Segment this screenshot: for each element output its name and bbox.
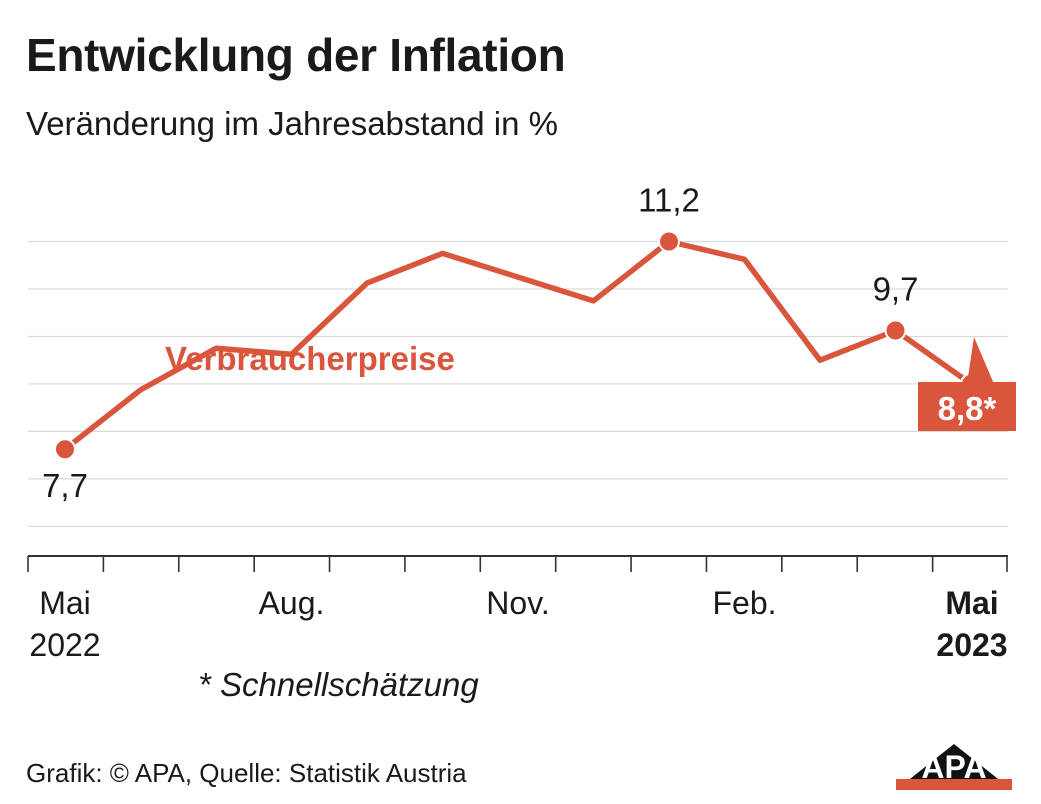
- data-label-11: 9,7: [873, 271, 919, 308]
- series-verbraucherpreise: Verbraucherpreise: [62, 238, 974, 452]
- x-tick-label-2: Nov.: [486, 585, 549, 621]
- x-axis: Mai 2022 Aug. Nov. Feb. Mai 2023: [27, 555, 1008, 663]
- point-marker-8: [658, 230, 680, 253]
- callout-pointer: [967, 337, 994, 384]
- data-label-0: 7,7: [42, 467, 88, 504]
- series-line: [62, 238, 974, 452]
- data-label-12: 8,8*: [938, 390, 997, 427]
- apa-logo: APA: [896, 740, 1012, 790]
- x-tick-label-3: Feb.: [712, 585, 776, 621]
- line-chart: Mai 2022 Aug. Nov. Feb. Mai 2023 Verbraucherpr…: [27, 182, 1016, 663]
- footnote: * Schnellschätzung: [198, 666, 479, 703]
- x-tick-label-1: Aug.: [259, 585, 325, 621]
- chart-title: Entwicklung der Inflation: [26, 29, 566, 81]
- x-tick-sublabel-4: 2023: [936, 627, 1007, 663]
- x-tick-label-4: Mai: [945, 585, 998, 621]
- logo-text: APA: [921, 749, 986, 785]
- series-label: Verbraucherpreise: [165, 340, 455, 377]
- x-tick-sublabel-0: 2022: [29, 627, 100, 663]
- x-tick-label-0: Mai: [39, 585, 91, 621]
- point-marker-0: [54, 438, 76, 461]
- point-marker-11: [884, 319, 907, 342]
- chart-subtitle: Veränderung im Jahresabstand in %: [26, 105, 558, 142]
- callout-box: [918, 382, 1016, 431]
- source-credit: Grafik: © APA, Quelle: Statistik Austria: [26, 758, 467, 788]
- gridlines: [28, 240, 1008, 527]
- data-label-8: 11,2: [638, 182, 700, 219]
- data-labels: 7,7 11,2 9,7 8,8*: [42, 182, 1016, 504]
